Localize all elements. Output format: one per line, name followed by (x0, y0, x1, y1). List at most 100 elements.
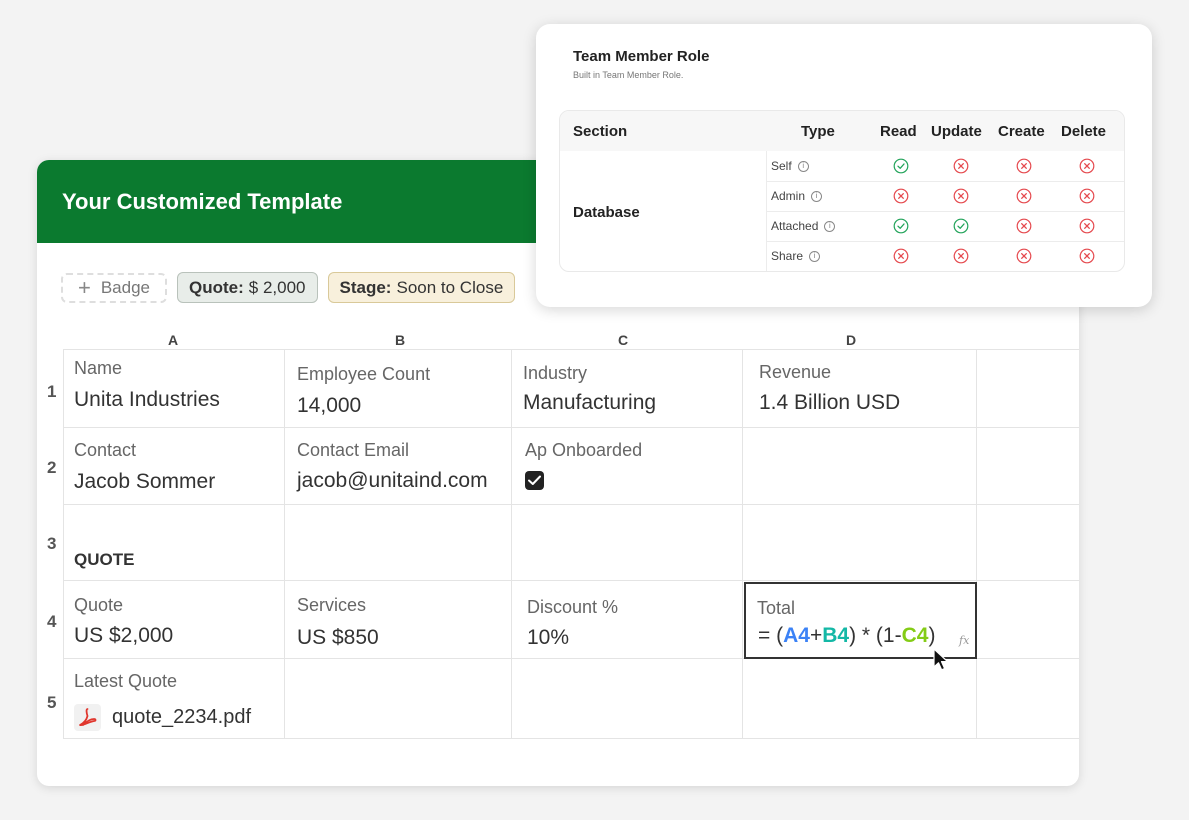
denied-x-icon (953, 158, 969, 174)
add-badge-label: Badge (100, 277, 151, 297)
cell-b1[interactable]: Employee Count 14,000 (285, 349, 511, 427)
cell-a5[interactable]: Latest Quote quote_2234.pdf (63, 659, 284, 739)
mouse-cursor-icon (933, 648, 949, 671)
grid-line (63, 580, 1079, 581)
cell-d4-selected[interactable]: Total = (A4+B4) * (1-C4) fx (744, 582, 977, 659)
cell-a1[interactable]: Name Unita Industries (63, 349, 284, 427)
ap-onboarded-checkbox[interactable] (525, 471, 544, 490)
denied-x-icon (1016, 158, 1032, 174)
cell-a2-value: Jacob Sommer (74, 470, 216, 493)
template-title: Your Customized Template (62, 188, 343, 214)
header-update: Update (931, 123, 982, 140)
grid-line (511, 349, 512, 739)
denied-x-icon (1079, 248, 1095, 264)
row-header-2[interactable]: 2 (47, 458, 57, 477)
stage-badge-key: Stage: (339, 277, 392, 297)
formula-ref-c4: C4 (901, 624, 929, 647)
cell-b2-value: jacob@unitaind.com (297, 469, 488, 492)
denied-x-icon (953, 248, 969, 264)
cell-d2[interactable] (743, 427, 976, 504)
cell-b4-label: Services (297, 595, 367, 615)
pdf-icon (74, 704, 101, 731)
column-header-a[interactable]: A (168, 332, 179, 348)
cell-c2-label: Ap Onboarded (525, 440, 643, 460)
cell-c2[interactable]: Ap Onboarded (512, 427, 742, 504)
header-section: Section (573, 123, 628, 140)
formula-prefix: = ( (758, 624, 784, 647)
grid-line (976, 349, 977, 739)
quote-badge[interactable]: Quote: $ 2,000 (177, 272, 318, 303)
cell-b4[interactable]: Services US $850 (285, 580, 511, 658)
denied-x-icon (953, 188, 969, 204)
row-header-5[interactable]: 5 (47, 693, 57, 712)
cell-c4-label: Discount % (527, 597, 619, 617)
cell-d1-value: 1.4 Billion USD (759, 391, 901, 414)
cell-a4[interactable]: Quote US $2,000 (63, 580, 284, 658)
plus-icon: + (77, 274, 91, 300)
type-share-label: Share (771, 249, 804, 263)
add-badge-button[interactable]: + Badge (61, 272, 167, 303)
cell-d1[interactable]: Revenue 1.4 Billion USD (743, 349, 976, 427)
grid-line (284, 349, 285, 739)
permissions-table-header: Section Type Read Update Create Delete (560, 111, 1124, 151)
total-formula[interactable]: = (A4+B4) * (1-C4) (758, 624, 935, 648)
row-divider (766, 241, 1124, 242)
info-icon[interactable]: i (824, 220, 836, 232)
type-attached: Attached i (771, 219, 836, 233)
info-icon[interactable]: i (809, 250, 821, 262)
column-header-c[interactable]: C (618, 332, 629, 348)
cell-a1-label: Name (74, 358, 123, 378)
formula-suffix: ) (928, 624, 936, 647)
grid-line (63, 427, 1079, 428)
grid-line (742, 349, 743, 739)
type-admin: Admin i (771, 189, 823, 203)
role-subtitle: Built in Team Member Role. (573, 70, 684, 80)
denied-x-icon (893, 188, 909, 204)
column-header-b[interactable]: B (395, 332, 406, 348)
header-type: Type (801, 123, 835, 140)
section-database: Database (573, 204, 640, 221)
grid-line (63, 738, 1079, 739)
type-share: Share i (771, 249, 821, 263)
formula-ref-a4: A4 (783, 624, 810, 647)
header-read: Read (880, 123, 917, 140)
info-icon[interactable]: i (797, 160, 809, 172)
permissions-table: Section Type Read Update Create Delete D… (559, 110, 1125, 272)
cell-b1-value: 14,000 (297, 394, 362, 417)
stage-badge[interactable]: Stage: Soon to Close (327, 272, 516, 303)
quote-section-heading: QUOTE (74, 550, 135, 569)
denied-x-icon (1016, 188, 1032, 204)
cell-b2[interactable]: Contact Email jacob@unitaind.com (285, 427, 511, 504)
row-header-4[interactable]: 4 (47, 612, 57, 631)
denied-x-icon (1079, 188, 1095, 204)
row-header-3[interactable]: 3 (47, 534, 57, 553)
cell-b2-label: Contact Email (297, 440, 410, 460)
cell-a3[interactable]: QUOTE (63, 504, 284, 580)
formula-plus: + (809, 624, 823, 647)
row-divider (766, 181, 1124, 182)
formula-ref-b4: B4 (822, 624, 850, 647)
team-member-role-card: Team Member Role Built in Team Member Ro… (536, 24, 1152, 307)
cell-c1[interactable]: Industry Manufacturing (512, 349, 742, 427)
formula-mid: ) * (1- (849, 624, 902, 647)
info-icon[interactable]: i (811, 190, 823, 202)
cell-c4-value: 10% (527, 626, 570, 649)
cell-d1-label: Revenue (759, 362, 832, 382)
grid-line (63, 658, 1079, 659)
quote-badge-value: $ 2,000 (248, 277, 306, 297)
column-header-d[interactable]: D (846, 332, 857, 348)
denied-x-icon (893, 248, 909, 264)
grid-line (63, 349, 64, 739)
spreadsheet-grid (63, 349, 1079, 739)
badge-bar: + Badge Quote: $ 2,000 Stage: Soon to Cl… (61, 272, 516, 303)
cell-a2[interactable]: Contact Jacob Sommer (63, 427, 284, 504)
cell-c4[interactable]: Discount % 10% (512, 580, 742, 658)
cell-a1-value: Unita Industries (74, 388, 220, 411)
quote-file-link[interactable]: quote_2234.pdf (112, 706, 252, 728)
denied-x-icon (1016, 218, 1032, 234)
cell-b4-value: US $850 (297, 626, 379, 649)
fx-icon: fx (959, 634, 970, 647)
type-self: Self i (771, 159, 809, 173)
row-header-1[interactable]: 1 (47, 382, 57, 401)
denied-x-icon (1079, 218, 1095, 234)
